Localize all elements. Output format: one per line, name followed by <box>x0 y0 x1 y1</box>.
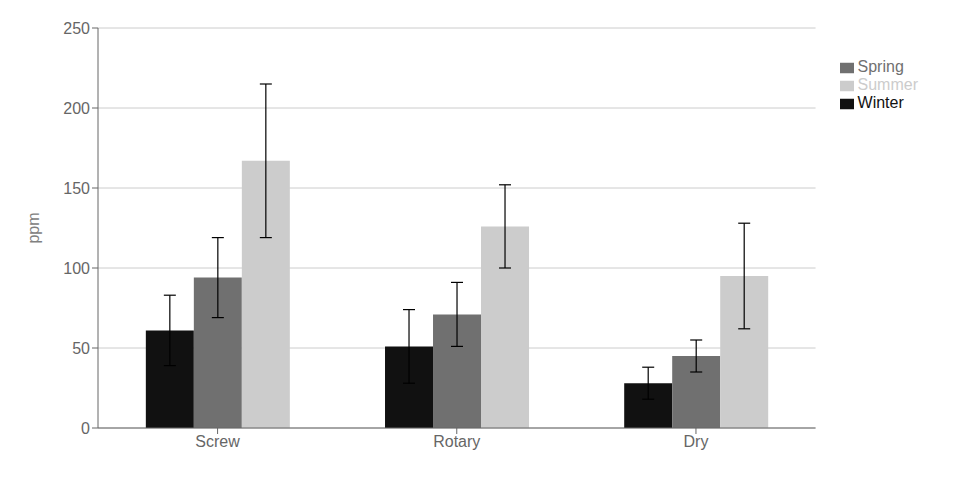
svg-text:Screw: Screw <box>195 433 240 450</box>
html-text:Winter: Winter <box>857 94 904 111</box>
svg-text:0: 0 <box>81 420 90 437</box>
svg-text:ppm: ppm <box>25 212 42 243</box>
svg-text:100: 100 <box>63 260 90 277</box>
svg-text:200: 200 <box>63 100 90 117</box>
svg-text:250: 250 <box>63 20 90 37</box>
svg-text:150: 150 <box>63 180 90 197</box>
html-text:Summer: Summer <box>857 76 918 93</box>
html-text:Spring: Spring <box>857 58 904 75</box>
svg-text:Rotary: Rotary <box>433 433 480 450</box>
svg-text:Dry: Dry <box>684 433 709 450</box>
svg-text:50: 50 <box>72 340 90 357</box>
